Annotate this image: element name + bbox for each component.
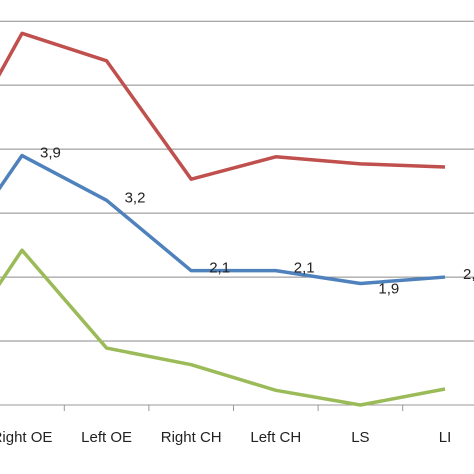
x-tick-label: Right OE: [0, 429, 52, 446]
data-label: 3,2: [125, 189, 146, 206]
series-line: [0, 153, 446, 286]
data-label: 3,9: [40, 144, 61, 161]
data-label: 2,1: [294, 260, 315, 277]
data-label: 2,1: [209, 260, 230, 277]
x-tick-label: Left CH: [250, 429, 301, 446]
x-tick-label: LI: [439, 429, 452, 446]
data-label: 2,0: [463, 266, 474, 283]
x-tick-label: Right CH: [161, 429, 222, 446]
series-line: [0, 248, 446, 407]
series-line: [0, 31, 446, 181]
data-label: 1,9: [378, 280, 399, 297]
x-tick-label: Left OE: [81, 429, 132, 446]
x-tick-label: LS: [351, 429, 369, 446]
